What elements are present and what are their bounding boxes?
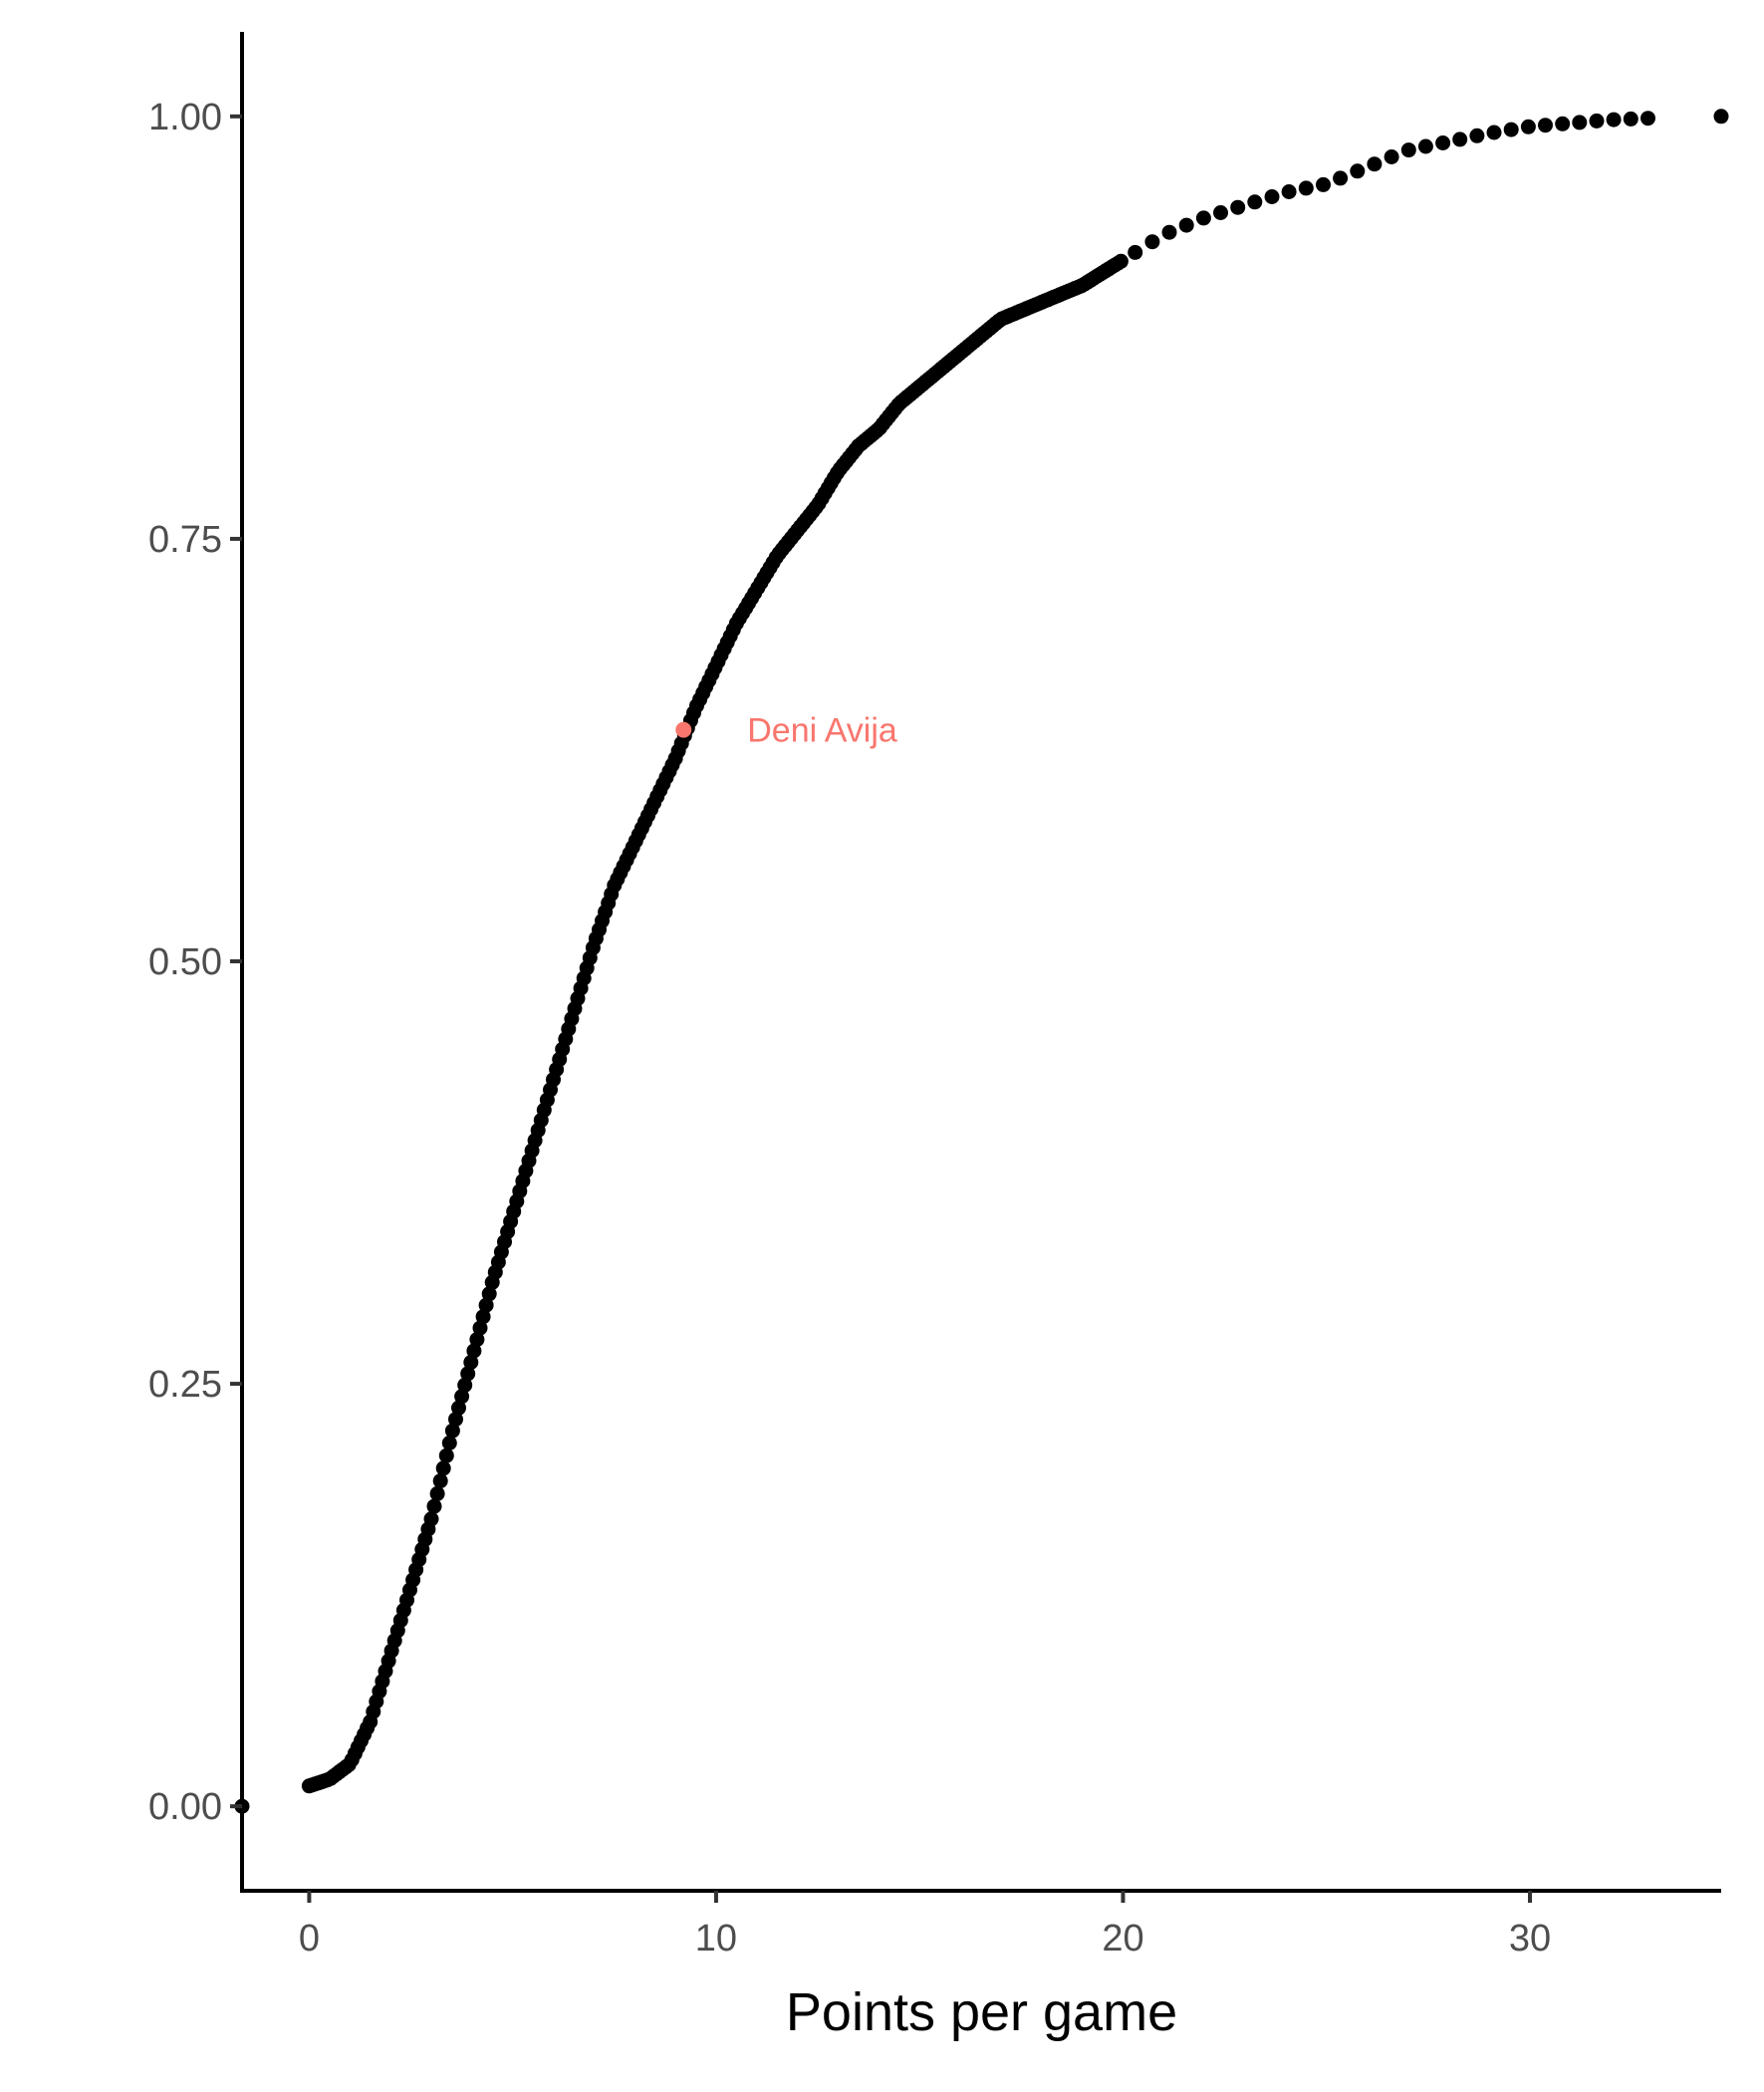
y-tick-label: 0.75 [148,519,222,561]
data-point [1247,194,1263,210]
y-tick-label: 0.25 [148,1364,222,1406]
data-point [448,1412,463,1428]
data-point [1384,149,1399,164]
axes [240,32,1721,1893]
data-point [1572,115,1588,131]
data-point [1161,224,1177,240]
data-point [1503,122,1519,137]
data-point [466,1343,482,1359]
data-point [1144,234,1160,250]
ticks: 0.00 0.25 0.50 0.75 1.00 0 10 20 30 [148,97,1551,1960]
data-point [454,1389,470,1405]
data-point [1281,184,1297,199]
data-point [1333,170,1349,186]
data-point [1520,119,1536,134]
data-point [1350,163,1366,179]
data-point [1606,112,1622,128]
highlight-group: Deni Avija [675,712,897,750]
data-point [481,1286,497,1302]
x-tick-label: 0 [299,1918,320,1960]
data-point [460,1366,476,1382]
data-point [1452,131,1468,147]
data-point [1316,176,1331,192]
data-point [1178,217,1194,233]
data-point [1640,111,1655,127]
data-point [1417,138,1433,154]
data-point [463,1355,479,1370]
data-point [1713,109,1729,125]
data-point [435,1460,451,1476]
y-tick-label: 0.00 [148,1786,222,1828]
y-tick-label: 0.50 [148,941,222,983]
data-points [234,109,1729,1814]
data-point [438,1447,454,1463]
data-point [426,1498,442,1514]
x-tick-label: 10 [695,1918,737,1960]
data-point [1128,244,1143,260]
data-point [1230,199,1246,215]
data-point [1400,142,1416,158]
data-point [1538,118,1553,133]
highlight-point [675,721,692,738]
data-point [475,1309,491,1325]
x-tick-label: 30 [1509,1918,1551,1960]
data-point [1298,180,1314,196]
data-point [472,1320,488,1336]
highlight-label: Deni Avija [747,712,897,750]
data-point [1264,189,1280,204]
data-point [1623,111,1638,127]
x-tick-label: 20 [1102,1918,1143,1960]
data-point [432,1473,448,1489]
data-point [1195,210,1211,226]
data-point [423,1511,439,1527]
data-point [1435,135,1451,150]
data-point [457,1377,473,1393]
data-point [1589,113,1605,129]
data-point [1213,205,1228,220]
y-tick-label: 1.00 [148,97,222,138]
data-point [1367,156,1383,172]
data-point [1469,128,1485,143]
data-point [1486,125,1502,140]
x-axis-title: Points per game [786,1982,1177,2042]
data-point [444,1423,460,1438]
data-point [441,1436,457,1450]
data-point [478,1297,494,1313]
data-point [1113,253,1129,269]
data-point [1555,116,1571,131]
data-point [429,1485,445,1501]
data-point [451,1400,466,1416]
data-point [469,1332,485,1348]
